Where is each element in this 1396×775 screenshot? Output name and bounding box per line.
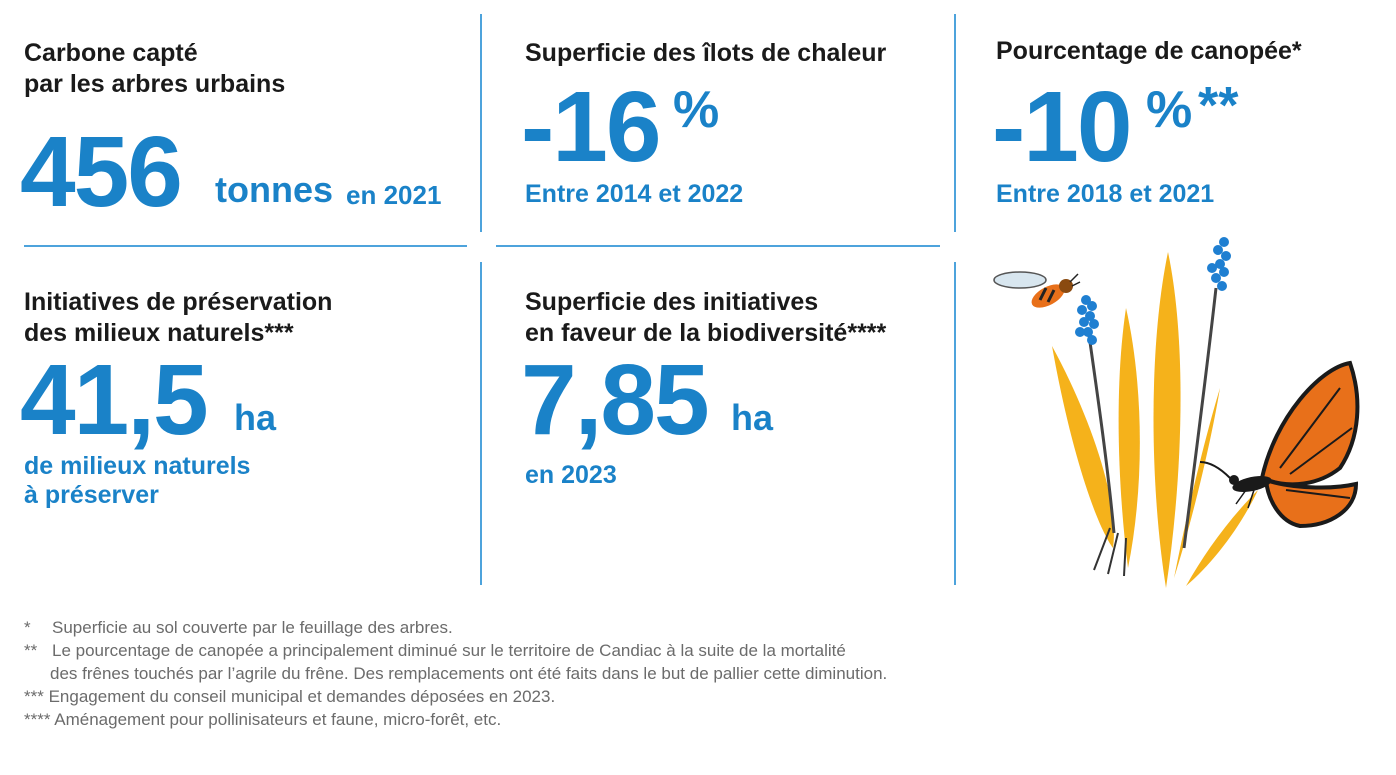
footnote-4: **** Aménagement pour pollinisateurs et …	[24, 710, 502, 729]
stat-heat-islands-period: Entre 2014 et 2022	[525, 180, 744, 208]
stat-biodiversity-unit: ha	[731, 397, 774, 438]
divider-vertical-2-bottom	[954, 262, 956, 585]
stat-carbon-title: Carbone capté par les arbres urbains	[24, 39, 286, 98]
stat-natural-areas-value: 41,5	[20, 344, 209, 456]
stat-natural-areas-title: Initiatives de préservation des milieux …	[24, 288, 333, 347]
stat-biodiversity-value: 7,85	[521, 344, 710, 456]
stat-canopy-value: -10	[992, 71, 1133, 183]
divider-vertical-1-bottom	[480, 262, 482, 585]
stat-biodiversity-subtitle: en 2023	[525, 461, 617, 489]
stat-biodiversity: Superficie des initiatives en faveur de …	[525, 287, 886, 349]
stat-canopy-title: Pourcentage de canopée*	[996, 37, 1302, 65]
stat-natural-areas: Initiatives de préservation des milieux …	[24, 287, 332, 349]
footnote-3: *** Engagement du conseil municipal et d…	[24, 687, 556, 706]
footnote-2: ** Le pourcentage de canopée a principale…	[24, 641, 846, 660]
divider-horizontal-1	[24, 245, 467, 247]
divider-vertical-2-top	[954, 14, 956, 232]
divider-vertical-1-top	[480, 14, 482, 232]
grape-hyacinth-icon	[1075, 237, 1231, 549]
stat-natural-areas-subtitle: de milieux naturels à préserver	[24, 452, 251, 509]
stat-canopy-stars: **	[1198, 77, 1239, 135]
divider-horizontal-2	[496, 245, 940, 247]
butterfly-icon	[1199, 360, 1360, 529]
stat-heat-islands-title: Superficie des îlots de chaleur	[525, 39, 887, 67]
stat-natural-areas-unit: ha	[234, 397, 277, 438]
stat-canopy-period: Entre 2018 et 2021	[996, 180, 1215, 208]
nature-illustration	[993, 237, 1360, 588]
stat-carbon-suffix: en 2021	[346, 180, 442, 210]
stat-canopy-unit: %	[1146, 81, 1193, 139]
stat-heat-islands: Superficie des îlots de chaleur	[525, 38, 886, 69]
footnote-1: * Superficie au sol couverte par le feuil…	[24, 618, 453, 637]
stat-heat-islands-value: -16	[521, 71, 662, 183]
bee-icon	[993, 271, 1081, 308]
stat-biodiversity-title: Superficie des initiatives en faveur de …	[525, 288, 887, 347]
stat-heat-islands-unit: %	[673, 81, 720, 139]
stat-carbon-value: 456	[20, 116, 183, 228]
footnote-2-continuation: des frênes touchés par l’agrile du frêne…	[50, 664, 888, 683]
stat-carbon-unit: tonnes	[215, 169, 334, 210]
stat-canopy: Pourcentage de canopée*	[996, 36, 1302, 67]
footnotes: * Superficie au sol couverte par le feuil…	[24, 616, 887, 731]
stat-carbon: Carbone capté par les arbres urbains	[24, 38, 285, 100]
